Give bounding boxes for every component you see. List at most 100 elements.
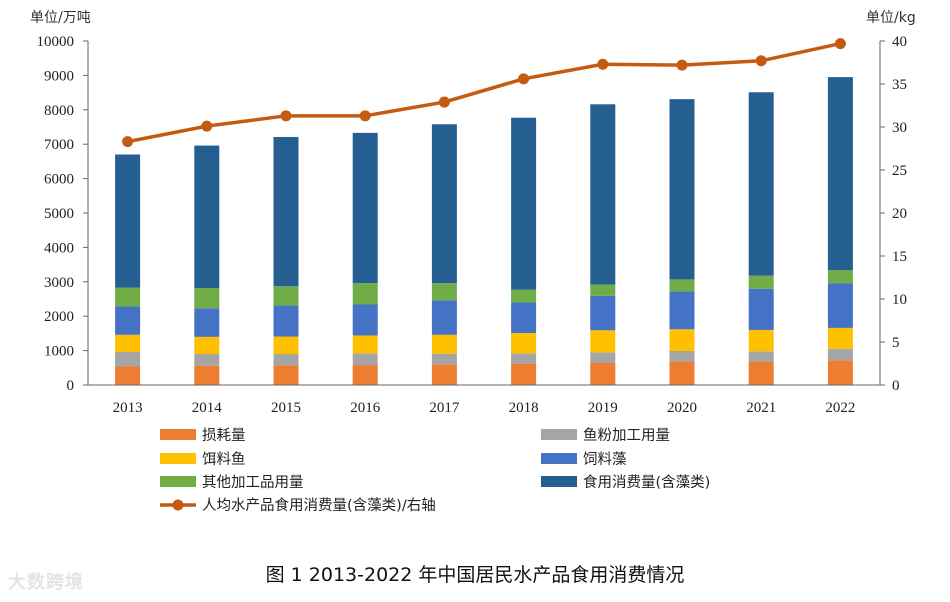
bar-segment [511,333,537,354]
right-axis: 0 5 10 15 20 25 30 35 40 [879,34,907,394]
right-tick-label: 10 [892,292,907,308]
right-tick-label: 30 [892,120,907,136]
line-series-path [127,41,841,144]
bar-segment [115,306,141,335]
x-tick-label: 2018 [509,400,539,416]
bar-segment [590,352,616,363]
legend-label: 饵料鱼 [202,450,246,468]
legend-swatch [541,476,577,487]
bar-segment [352,335,378,354]
bar-segment [273,136,299,287]
line-point [438,96,450,108]
left-tick-label: 2000 [44,309,74,325]
bar-segment [273,365,299,385]
line-point [755,55,767,67]
bars-group [115,77,853,385]
left-tick-label: 8000 [44,103,74,119]
bar-segment [431,300,457,335]
x-tick-label: 2015 [271,400,301,416]
bar-segment [431,364,457,385]
right-tick-label: 35 [892,77,907,93]
left-tick-label: 5000 [44,206,74,222]
legend-label: 人均水产品食用消费量(含藻类)/右轴 [202,497,436,514]
line-point [597,58,609,70]
bar-segment [511,289,537,303]
legend-swatch [160,429,196,440]
bar-segment [115,366,141,385]
x-tick-label: 2017 [429,400,460,416]
legend-swatch [160,453,196,464]
bar-segment [511,117,537,290]
bar-segment [827,283,853,328]
bar-segment [273,286,299,306]
bar-segment [194,365,220,385]
line-point [201,120,213,132]
bar-segment [352,365,378,385]
left-tick-label: 3000 [44,275,74,291]
bar-segment [194,336,220,355]
right-tick-label: 25 [892,163,907,179]
line-point [676,59,688,71]
bar-segment [827,270,853,284]
bar-segment [590,295,616,331]
left-tick-label: 1000 [44,344,74,360]
bar-segment [194,145,220,288]
bar-segment [194,287,220,309]
bar-segment [352,283,378,305]
bar-segment [273,354,299,366]
bar-segment [748,351,774,362]
legend-label: 鱼粉加工用量 [583,426,670,444]
left-tick-label: 0 [67,378,75,394]
bar-segment [431,283,457,301]
bar-segment [115,287,141,307]
bar-segment [431,124,457,284]
bar-segment [669,329,695,351]
line-point [280,110,292,122]
x-tick-label: 2014 [192,400,223,416]
bar-segment [115,154,141,288]
bar-segment [827,360,853,385]
line-point [122,136,134,148]
bar-segment [669,279,695,292]
y2-axis-label: 单位/kg [866,10,916,26]
bar-segment [194,308,220,337]
left-tick-label: 6000 [44,172,74,188]
bar-segment [194,354,220,366]
right-tick-label: 0 [892,378,900,394]
bar-segment [431,353,457,365]
bar-segment [431,334,457,354]
left-tick-label: 9000 [44,68,74,84]
bar-segment [590,284,616,296]
legend-swatch [541,453,577,464]
left-tick-label: 10000 [37,34,75,50]
bar-segment [827,77,853,271]
x-tick-label: 2020 [667,400,697,416]
left-axis: 0 1000 2000 3000 4000 5000 6000 7000 8000 9000 100… [37,34,89,394]
line-point [359,110,371,122]
right-tick-label: 5 [892,335,900,351]
bar-segment [669,350,695,362]
bar-segment [669,361,695,385]
bar-segment [748,92,774,276]
bar-segment [352,353,378,366]
legend-label: 食用消费量(含藻类) [583,474,710,491]
bar-segment [273,305,299,337]
bar-segment [827,348,853,361]
left-tick-label: 7000 [44,137,74,153]
bar-segment [511,302,537,334]
bar-segment [115,334,141,352]
bar-segment [352,132,378,284]
legend-label: 损耗量 [202,427,246,444]
chart-canvas: 0100020003000400050006000700080009000100… [30,10,916,514]
legend-label: 饲料藻 [583,451,627,468]
bar-segment [352,304,378,336]
x-axis: 2013 2014 2015 2016 2017 2018 2019 2020 2021 2022 [88,384,880,416]
legend-line-marker [172,499,184,511]
right-tick-label: 15 [892,249,907,265]
y-axis-label: 单位/万吨 [30,10,91,26]
bar-segment [115,351,141,367]
bar-segment [669,99,695,280]
bar-segment [748,275,774,289]
bar-segment [748,329,774,352]
